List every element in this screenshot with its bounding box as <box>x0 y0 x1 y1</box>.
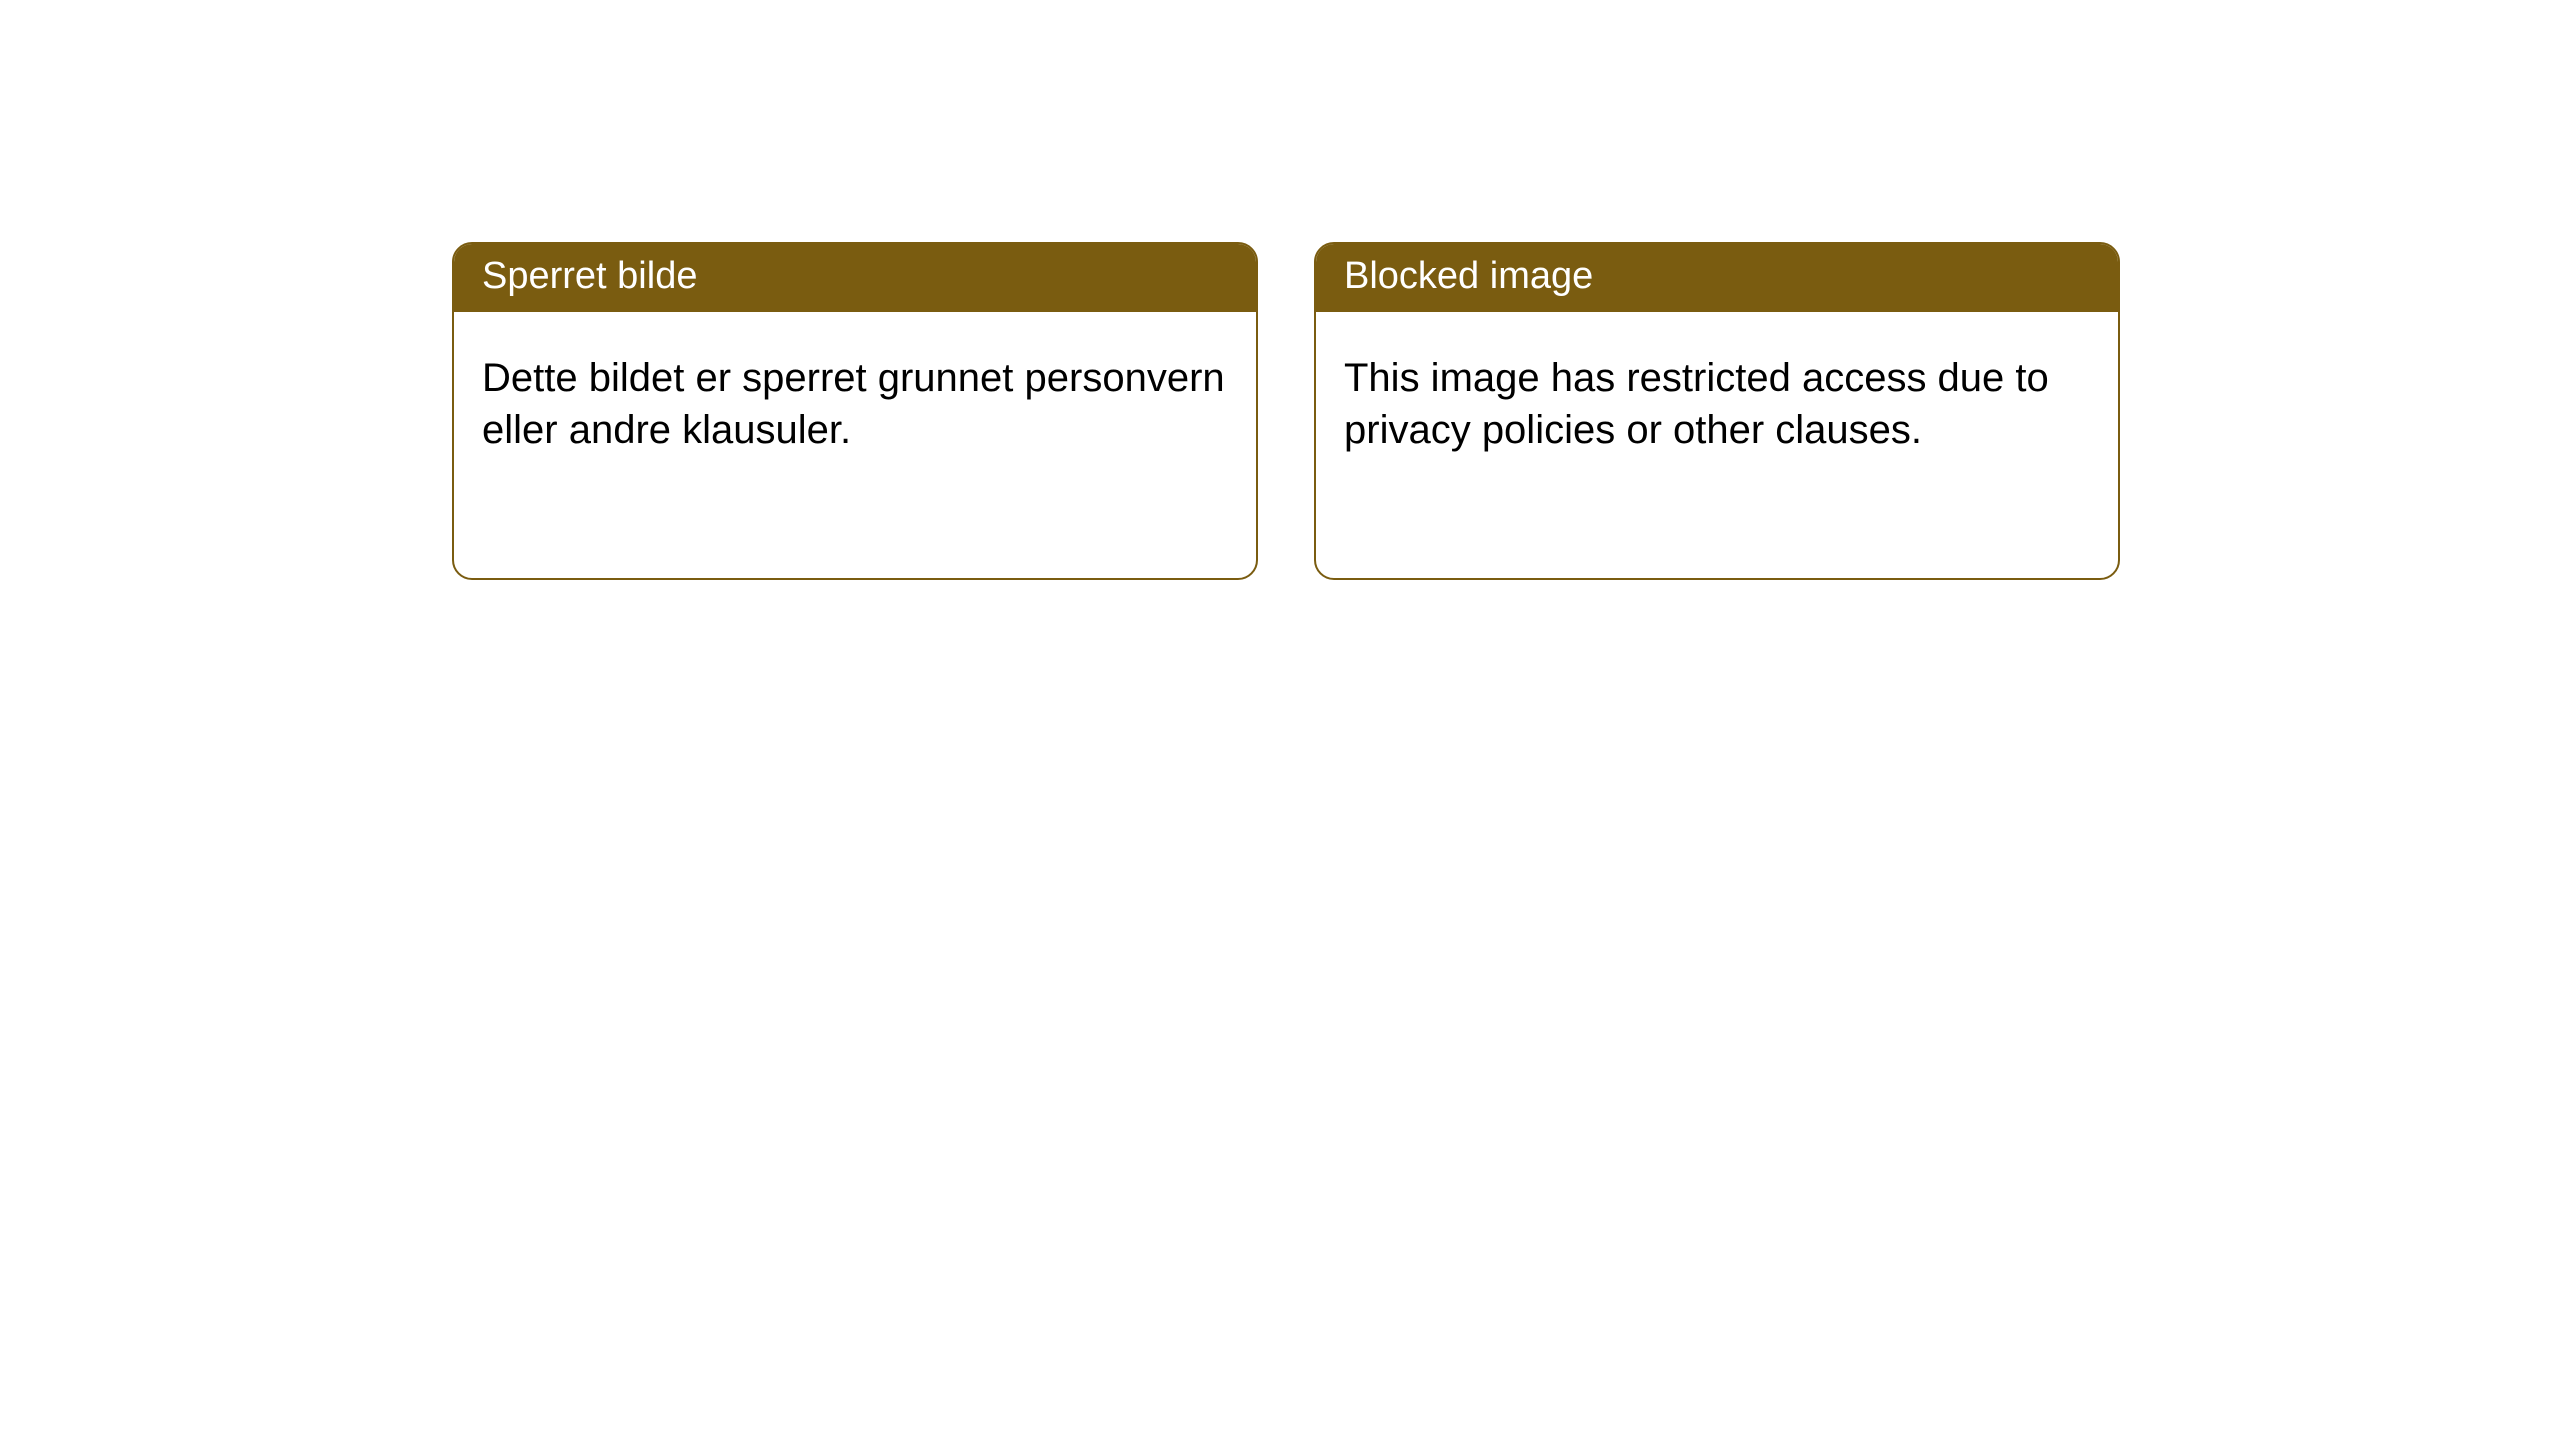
card-header: Blocked image <box>1316 244 2118 312</box>
card-body: This image has restricted access due to … <box>1316 312 2118 484</box>
card-body: Dette bildet er sperret grunnet personve… <box>454 312 1256 484</box>
blocked-image-card-norwegian: Sperret bilde Dette bildet er sperret gr… <box>452 242 1258 580</box>
cards-container: Sperret bilde Dette bildet er sperret gr… <box>0 0 2560 580</box>
card-header: Sperret bilde <box>454 244 1256 312</box>
blocked-image-card-english: Blocked image This image has restricted … <box>1314 242 2120 580</box>
